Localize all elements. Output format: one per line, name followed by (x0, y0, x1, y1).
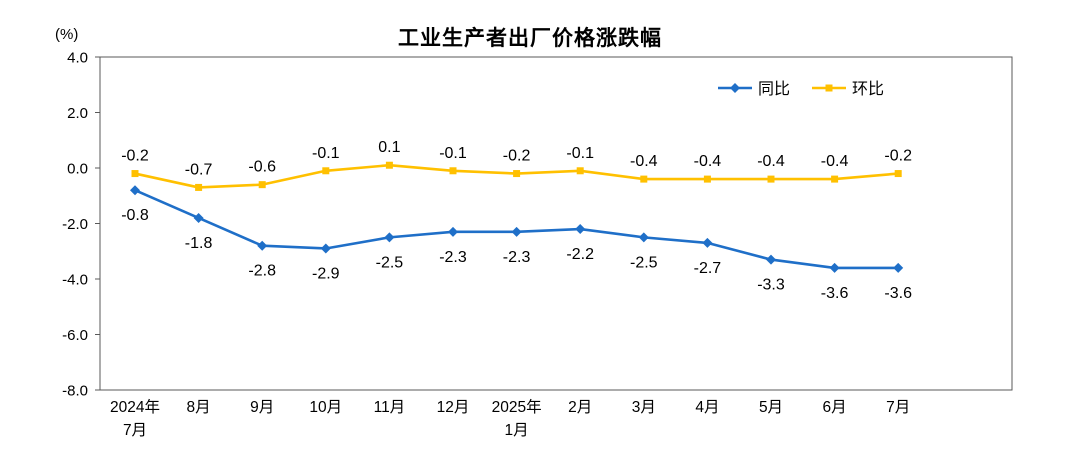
y-axis-tick-label: 4.0 (67, 50, 88, 67)
x-axis-label: 7月 (123, 422, 147, 439)
square-marker (576, 167, 584, 175)
data-label: -0.1 (439, 145, 467, 162)
diamond-marker (511, 226, 522, 237)
data-label: -0.4 (821, 153, 849, 170)
data-label: 0.1 (378, 139, 400, 156)
x-axis-label: 8月 (187, 399, 211, 416)
legend-square-marker (825, 84, 833, 92)
diamond-marker (702, 237, 713, 248)
legend-diamond-marker (730, 83, 740, 93)
x-axis-label: 5月 (759, 399, 783, 416)
data-label: -2.5 (376, 254, 404, 271)
x-axis-label: 7月 (886, 399, 910, 416)
y-axis-unit-label: (%) (55, 26, 79, 43)
data-label: -0.8 (121, 207, 149, 224)
square-marker (131, 170, 139, 178)
data-label: -0.1 (312, 145, 340, 162)
diamond-marker (320, 243, 331, 254)
x-axis-label: 2月 (568, 399, 592, 416)
data-label: -2.7 (694, 260, 722, 277)
data-label: -2.8 (248, 263, 276, 280)
square-marker (703, 175, 711, 183)
diamond-marker (829, 262, 840, 273)
legend-label: 同比 (758, 80, 790, 98)
square-marker (258, 181, 266, 189)
x-axis-label: 4月 (695, 399, 719, 416)
square-marker (767, 175, 775, 183)
data-label: -0.6 (248, 159, 276, 176)
diamond-marker (130, 185, 140, 196)
data-label: -3.6 (821, 285, 849, 302)
data-label: -0.2 (121, 148, 149, 165)
y-axis-tick-label: -6.0 (62, 327, 88, 344)
plot-area-border (99, 56, 1013, 391)
x-axis-label: 12月 (437, 399, 470, 416)
x-axis-label: 6月 (823, 399, 847, 416)
x-axis-label: 11月 (374, 399, 406, 416)
square-marker (640, 175, 648, 183)
x-axis-label: 1月 (505, 422, 529, 439)
data-label: -0.1 (566, 145, 594, 162)
y-axis-tick-label: -4.0 (62, 272, 88, 289)
data-label: -2.3 (439, 249, 467, 266)
x-axis-label: 10月 (309, 399, 342, 416)
diamond-marker (766, 254, 776, 265)
chart-title: 工业生产者出厂价格涨跌幅 (398, 27, 662, 50)
data-label: -0.2 (503, 148, 531, 165)
data-label: -0.4 (757, 153, 785, 170)
y-axis-tick-label: -2.0 (62, 216, 88, 233)
data-label: -3.6 (884, 285, 912, 302)
y-axis-tick-label: -8.0 (62, 383, 88, 400)
diamond-marker (384, 232, 395, 243)
y-axis-tick-label: 2.0 (67, 105, 88, 122)
data-label: -0.4 (630, 153, 658, 170)
y-axis-tick-label: 0.0 (67, 161, 88, 178)
diamond-marker (193, 212, 204, 223)
x-axis-label: 2024年 (110, 398, 160, 416)
data-label: -2.5 (630, 254, 658, 271)
data-label: -2.2 (566, 246, 594, 263)
data-label: -0.4 (694, 153, 722, 170)
diamond-marker (638, 232, 649, 243)
diamond-marker (257, 240, 268, 251)
square-marker (449, 167, 457, 175)
diamond-marker (448, 226, 458, 237)
diamond-marker (893, 262, 904, 273)
x-axis-label: 2025年 (492, 398, 542, 416)
x-axis-label: 3月 (632, 399, 656, 416)
square-marker (894, 170, 902, 178)
x-axis-label: 9月 (250, 399, 274, 416)
diamond-marker (575, 224, 586, 235)
square-marker (513, 170, 521, 178)
square-marker (831, 175, 839, 183)
data-label: -2.3 (503, 249, 531, 266)
data-label: -2.9 (312, 265, 340, 282)
data-label: -1.8 (185, 235, 213, 252)
data-label: -3.3 (757, 277, 785, 294)
data-label: -0.2 (884, 148, 912, 165)
data-label: -0.7 (185, 161, 213, 178)
legend-label: 环比 (852, 80, 884, 98)
square-marker (385, 161, 393, 169)
square-marker (322, 167, 330, 175)
square-marker (195, 183, 203, 191)
